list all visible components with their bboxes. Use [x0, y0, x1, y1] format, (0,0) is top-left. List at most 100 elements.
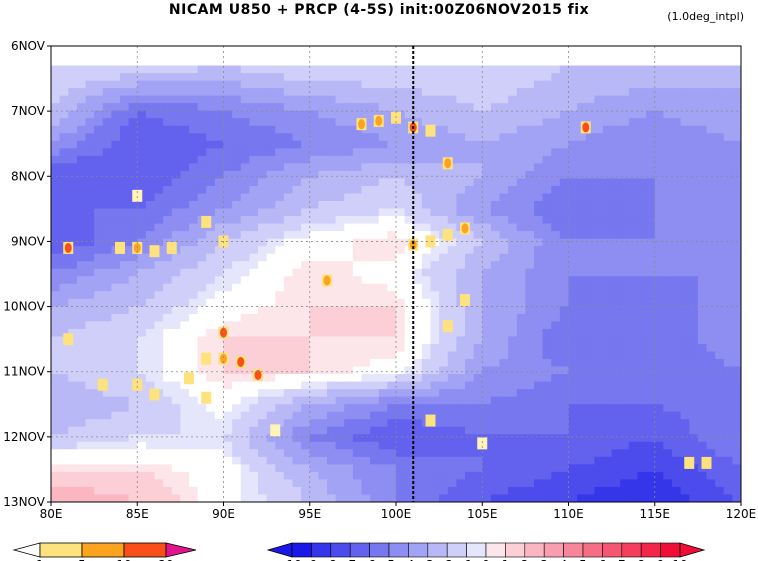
field-cell [404, 185, 414, 195]
field-cell [387, 261, 397, 270]
field-cell [68, 411, 78, 420]
field-cell [240, 479, 250, 488]
field-cell [128, 298, 138, 307]
field-cell [525, 381, 535, 390]
field-cell [646, 456, 656, 465]
field-cell [723, 238, 733, 247]
field-cell [189, 366, 199, 375]
field-cell [646, 163, 656, 172]
field-cell [559, 103, 570, 112]
field-cell [361, 283, 371, 292]
field-cell [723, 479, 733, 488]
field-cell [456, 103, 466, 112]
field-cell [482, 208, 492, 217]
field-cell [430, 261, 440, 270]
field-cell [473, 185, 483, 195]
field-cell [706, 88, 716, 97]
field-cell [283, 231, 294, 240]
field-cell [76, 291, 87, 300]
field-cell [145, 404, 156, 413]
field-cell [223, 426, 233, 435]
field-cell [378, 396, 388, 405]
field-cell [559, 298, 570, 307]
field-cell [413, 110, 423, 119]
field-cell [482, 336, 492, 345]
field-cell [120, 396, 130, 405]
field-cell [715, 208, 725, 217]
field-cell [628, 426, 639, 435]
field-cell [594, 193, 604, 202]
field-cell [137, 216, 147, 225]
field-cell [352, 133, 363, 142]
field-cell [361, 404, 371, 413]
field-cell [163, 193, 173, 202]
field-cell [309, 148, 319, 157]
field-cell [697, 223, 708, 232]
field-cell [637, 479, 647, 488]
field-cell [128, 163, 138, 172]
field-cell [249, 88, 259, 97]
field-cell [611, 441, 621, 450]
field-cell [413, 321, 423, 330]
field-cell [465, 253, 475, 262]
field-cell [568, 65, 578, 74]
field-cell [335, 276, 345, 285]
field-cell [189, 464, 199, 473]
field-cell [137, 298, 147, 307]
field-cell [283, 411, 294, 420]
field-cell [413, 374, 423, 383]
field-cell [490, 80, 501, 89]
field-cell [102, 479, 112, 488]
field-cell [94, 389, 104, 398]
field-cell [396, 140, 406, 149]
field-cell [577, 170, 587, 180]
field-cell [611, 246, 621, 255]
field-cell [508, 321, 518, 330]
field-cell [309, 268, 319, 277]
field-cell [128, 426, 138, 435]
field-cell [137, 359, 147, 368]
field-cell [318, 185, 328, 195]
field-cell [628, 95, 639, 104]
field-cell [689, 434, 699, 443]
field-cell [309, 163, 319, 172]
field-cell [490, 118, 501, 127]
field-cell [327, 426, 337, 435]
field-cell [551, 73, 561, 82]
field-cell [646, 193, 656, 202]
field-cell [603, 268, 613, 277]
field-cell [706, 268, 716, 277]
field-cell [370, 80, 380, 89]
field-cell [680, 291, 690, 300]
field-cell [378, 389, 388, 398]
legend-u-label: -6 [364, 558, 376, 561]
field-cell [689, 110, 699, 119]
field-cell [223, 80, 233, 89]
field-cell [189, 231, 199, 240]
legend-u-box [330, 542, 351, 558]
field-cell [482, 216, 492, 225]
field-cell [732, 73, 741, 82]
field-cell [516, 216, 526, 225]
field-cell [715, 103, 725, 112]
field-cell [318, 374, 328, 383]
field-cell [603, 419, 613, 428]
field-cell [327, 328, 337, 338]
field-cell [309, 479, 319, 488]
field-cell [534, 253, 544, 262]
field-cell [456, 479, 466, 488]
field-cell [421, 374, 432, 383]
field-cell [283, 441, 294, 450]
field-cell [473, 155, 483, 164]
field-cell [275, 185, 285, 195]
legend-u-label: -3 [422, 558, 434, 561]
field-cell [680, 65, 690, 74]
field-cell [68, 434, 78, 443]
field-cell [421, 140, 432, 149]
field-cell [128, 178, 138, 187]
field-cell [482, 343, 492, 353]
field-cell [387, 396, 397, 405]
field-cell [646, 298, 656, 307]
field-cell [283, 434, 294, 443]
field-cell [111, 253, 121, 262]
